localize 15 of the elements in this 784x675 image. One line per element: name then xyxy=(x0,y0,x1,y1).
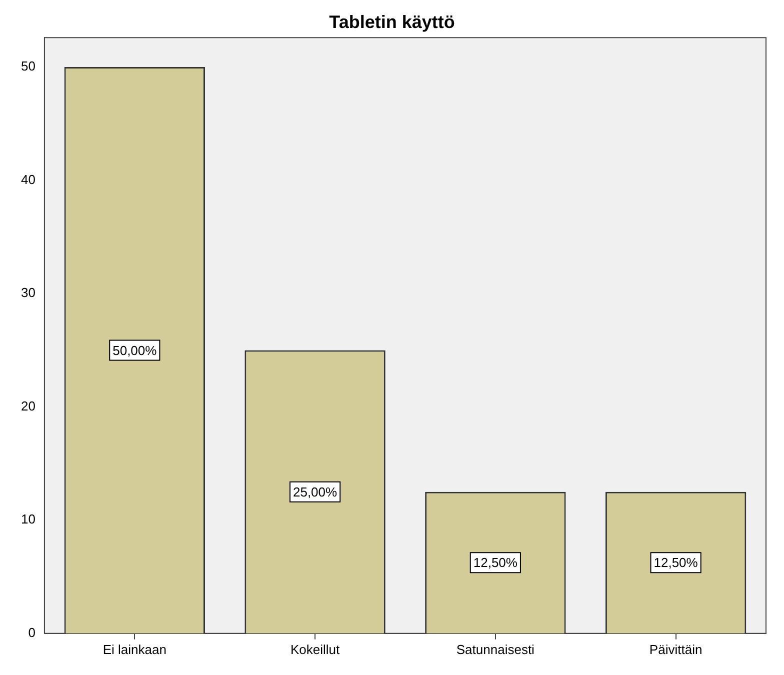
chart-title: Tabletin käyttö xyxy=(329,12,455,32)
data-label: 12,50% xyxy=(473,555,518,570)
data-label: 25,00% xyxy=(292,484,338,500)
y-tick-label: 50 xyxy=(20,58,36,74)
data-label: 12,50% xyxy=(654,555,698,570)
y-tick-label: 40 xyxy=(20,172,36,187)
x-tick-label: Ei lainkaan xyxy=(102,642,166,657)
x-tick-label: Kokeillut xyxy=(290,642,340,657)
x-tick-label: Satunnaisesti xyxy=(456,642,535,657)
y-tick-label: 30 xyxy=(20,285,36,300)
y-tick-label: 20 xyxy=(20,398,36,414)
data-label: 50,00% xyxy=(112,342,158,358)
y-tick-label: 10 xyxy=(20,512,36,527)
y-tick-label: 0 xyxy=(28,624,36,640)
x-tick-label: Päivittäin xyxy=(649,642,702,657)
